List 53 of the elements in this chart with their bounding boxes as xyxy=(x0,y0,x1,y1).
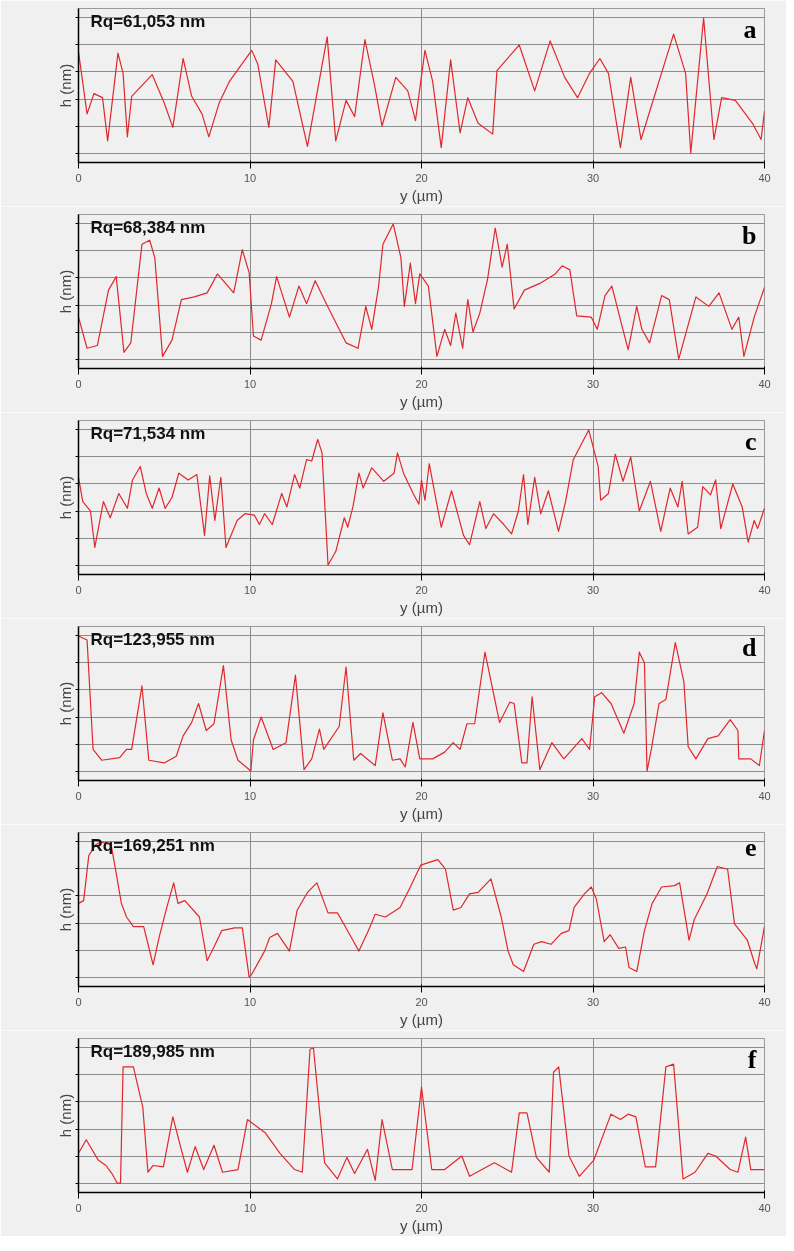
y-axis-title: h (nm) xyxy=(56,887,74,932)
x-tick-label: 10 xyxy=(243,789,257,802)
x-tick-label: 0 xyxy=(75,377,82,390)
y-axis-title: h (nm) xyxy=(56,681,74,726)
x-tick-label: 10 xyxy=(243,377,257,390)
x-tick-label: 30 xyxy=(586,995,600,1008)
annotation: a xyxy=(743,14,757,44)
x-tick-label: 0 xyxy=(75,171,82,184)
x-tick-label: 40 xyxy=(758,171,771,184)
x-tick-label: 30 xyxy=(586,1201,600,1214)
annotation: Rq=61,053 nm xyxy=(90,11,206,31)
x-tick-label: 0 xyxy=(75,1201,82,1214)
x-tick-label: 40 xyxy=(758,1201,771,1214)
x-tick-label: 30 xyxy=(586,789,600,802)
x-tick-label: 0 xyxy=(75,789,82,802)
y-axis-title: h (nm) xyxy=(56,1093,74,1138)
y-axis-title: h (nm) xyxy=(56,63,74,108)
x-axis-title: y (µm) xyxy=(400,392,443,410)
x-axis-title: y (µm) xyxy=(400,186,443,204)
x-tick-label: 20 xyxy=(415,171,428,184)
y-axis-title: h (nm) xyxy=(56,269,74,314)
annotation: Rq=68,384 nm xyxy=(90,217,206,237)
annotation: e xyxy=(744,832,757,862)
x-axis-title: y (µm) xyxy=(400,1216,443,1234)
x-tick-label: 30 xyxy=(586,583,600,596)
x-tick-label: 20 xyxy=(415,995,428,1008)
x-tick-label: 30 xyxy=(586,377,600,390)
x-tick-label: 0 xyxy=(75,583,82,596)
x-tick-label: 20 xyxy=(415,583,428,596)
annotation: Rq=123,955 nm xyxy=(90,629,215,649)
y-axis-title: h (nm) xyxy=(56,475,74,520)
x-tick-label: 40 xyxy=(758,583,771,596)
annotation: Rq=71,534 nm xyxy=(90,423,206,443)
x-tick-label: 20 xyxy=(415,1201,428,1214)
x-tick-label: 20 xyxy=(415,789,428,802)
x-tick-label: 40 xyxy=(758,377,771,390)
x-tick-label: 0 xyxy=(75,995,82,1008)
x-tick-label: 10 xyxy=(243,995,257,1008)
x-axis-title: y (µm) xyxy=(400,1010,443,1028)
x-tick-label: 10 xyxy=(243,171,257,184)
x-tick-label: 30 xyxy=(586,171,600,184)
x-tick-label: 10 xyxy=(243,583,257,596)
annotation: d xyxy=(742,632,758,662)
x-tick-label: 40 xyxy=(758,995,771,1008)
annotation: c xyxy=(744,426,757,456)
x-tick-label: 40 xyxy=(758,789,771,802)
x-tick-label: 20 xyxy=(415,377,428,390)
annotation: Rq=189,985 nm xyxy=(90,1041,215,1061)
x-tick-label: 10 xyxy=(243,1201,257,1214)
annotation: f xyxy=(747,1044,757,1074)
annotation: b xyxy=(742,220,757,250)
x-axis-title: y (µm) xyxy=(400,804,443,822)
x-axis-title: y (µm) xyxy=(400,598,443,616)
